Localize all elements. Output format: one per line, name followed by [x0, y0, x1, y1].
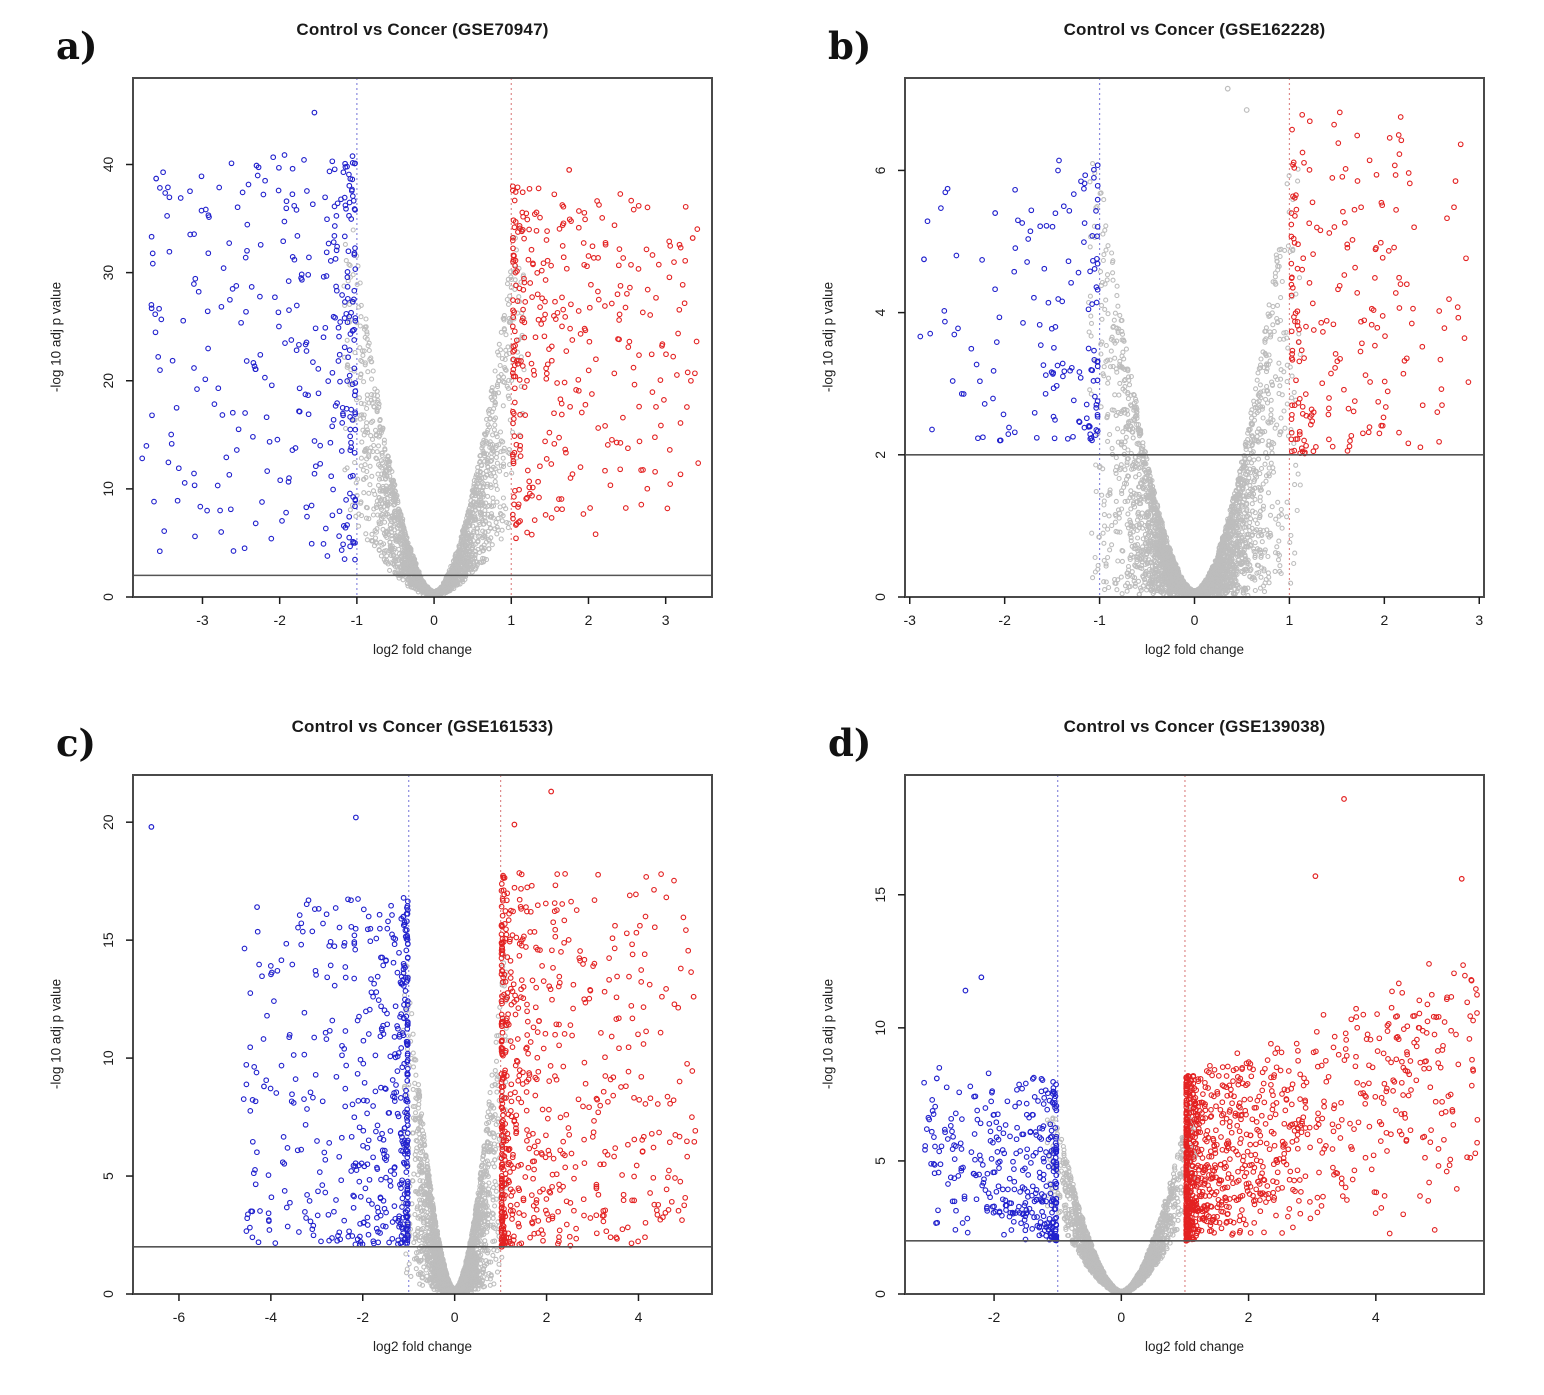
panel-b-ylabel: -log 10 adj p value [820, 281, 836, 393]
panel-b-xlabel: log2 fold change [1144, 642, 1245, 657]
panel-c: c) Control vs Concer (GSE161533) -6 -4 -2 0… [0, 697, 772, 1394]
svg-text:0: 0 [430, 612, 438, 628]
svg-text:0: 0 [100, 593, 116, 601]
panel-c-ylabel: -log 10 adj p value [48, 978, 64, 1090]
svg-text:-1: -1 [351, 612, 364, 628]
svg-text:30: 30 [100, 265, 116, 281]
panel-a-letter: a) [56, 24, 98, 68]
svg-text:10: 10 [100, 481, 116, 497]
panel-d-title: Control vs Concer (GSE139038) [1063, 717, 1326, 736]
svg-text:40: 40 [100, 157, 116, 173]
panel-c-letter: c) [56, 721, 97, 765]
panel-a: a) Control vs Concer (GSE70947) -3 -2 -1 0 1… [0, 0, 772, 697]
svg-text:1: 1 [507, 612, 515, 628]
panel-b-title: Control vs Concer (GSE162228) [1063, 20, 1326, 39]
svg-text:3: 3 [662, 612, 670, 628]
svg-text:-2: -2 [273, 612, 286, 628]
svg-text:20: 20 [100, 373, 116, 389]
panel-d-xlabel: log2 fold change [1144, 1339, 1245, 1354]
panel-a-title: Control vs Concer (GSE70947) [296, 20, 549, 39]
svg-text:-3: -3 [196, 612, 209, 628]
panel-b-letter: b) [828, 24, 872, 68]
panel-d-ylabel: -log 10 adj p value [820, 978, 836, 1090]
panel-d-letter: d) [828, 721, 872, 765]
panel-a-xlabel: log2 fold change [372, 642, 473, 657]
svg-text:2: 2 [585, 612, 593, 628]
panel-c-xlabel: log2 fold change [372, 1339, 473, 1354]
panel-a-ylabel: -log 10 adj p value [48, 281, 64, 393]
panel-c-title: Control vs Concer (GSE161533) [291, 717, 554, 736]
panel-b: b) Control vs Concer (GSE162228) -3 -2 -1 0… [772, 0, 1544, 697]
panel-d: d) Control vs Concer (GSE139038) -2 0 2 4 0 5… [772, 697, 1544, 1394]
